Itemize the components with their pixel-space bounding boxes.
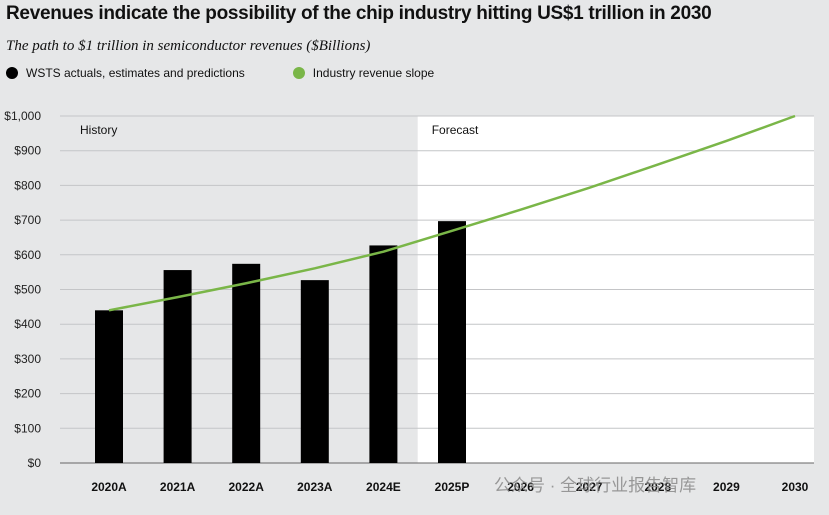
bar — [438, 221, 466, 463]
history-label: History — [80, 123, 117, 137]
forecast-label: Forecast — [432, 123, 479, 137]
y-tick-label: $900 — [14, 144, 41, 158]
legend-swatch-slope — [292, 67, 305, 79]
bar — [163, 270, 192, 463]
y-tick-label: $800 — [14, 178, 41, 192]
slope-line — [108, 114, 796, 312]
x-tick-label: 2020A — [91, 480, 127, 494]
y-tick-label: $400 — [14, 317, 41, 331]
x-tick-label: 2022A — [229, 480, 265, 494]
x-tick-label: 2029 — [713, 480, 740, 494]
x-tick-label: 2028 — [644, 480, 671, 494]
y-tick-label: $200 — [14, 387, 41, 401]
legend-item-slope: Industry revenue slope — [292, 66, 435, 80]
y-tick-label: $300 — [14, 352, 41, 366]
bar — [95, 310, 123, 463]
y-tick-label: $600 — [14, 248, 41, 262]
x-tick-label: 2024E — [366, 480, 401, 494]
y-tick-label: $500 — [14, 283, 41, 297]
y-tick-label: $700 — [14, 213, 41, 227]
chart-subtitle: The path to $1 trillion in semiconductor… — [6, 38, 371, 54]
x-tick-label: 2021A — [160, 480, 196, 494]
x-tick-label: 2026 — [507, 480, 534, 494]
chart-legend: WSTS actuals, estimates and predictions … — [6, 66, 482, 80]
legend-label-slope: Industry revenue slope — [312, 66, 435, 80]
legend-swatch-actuals — [6, 67, 18, 79]
x-tick-label: 2030 — [782, 480, 809, 494]
y-tick-label: $100 — [14, 421, 41, 435]
chart-title: Revenues indicate the possibility of the… — [6, 3, 712, 24]
legend-item-actuals: WSTS actuals, estimates and predictions — [6, 66, 245, 80]
bar — [369, 245, 398, 463]
y-tick-label: $0 — [28, 456, 42, 470]
x-tick-label: 2027 — [576, 480, 603, 494]
bar — [232, 263, 261, 463]
x-tick-label: 2023A — [297, 480, 333, 494]
legend-label-actuals: WSTS actuals, estimates and predictions — [26, 66, 245, 80]
bar — [300, 280, 329, 463]
watermark: 公众号 · 全球行业报告智库 — [494, 476, 697, 495]
y-tick-label: $1,000 — [4, 109, 41, 123]
x-tick-label: 2025P — [435, 480, 470, 494]
